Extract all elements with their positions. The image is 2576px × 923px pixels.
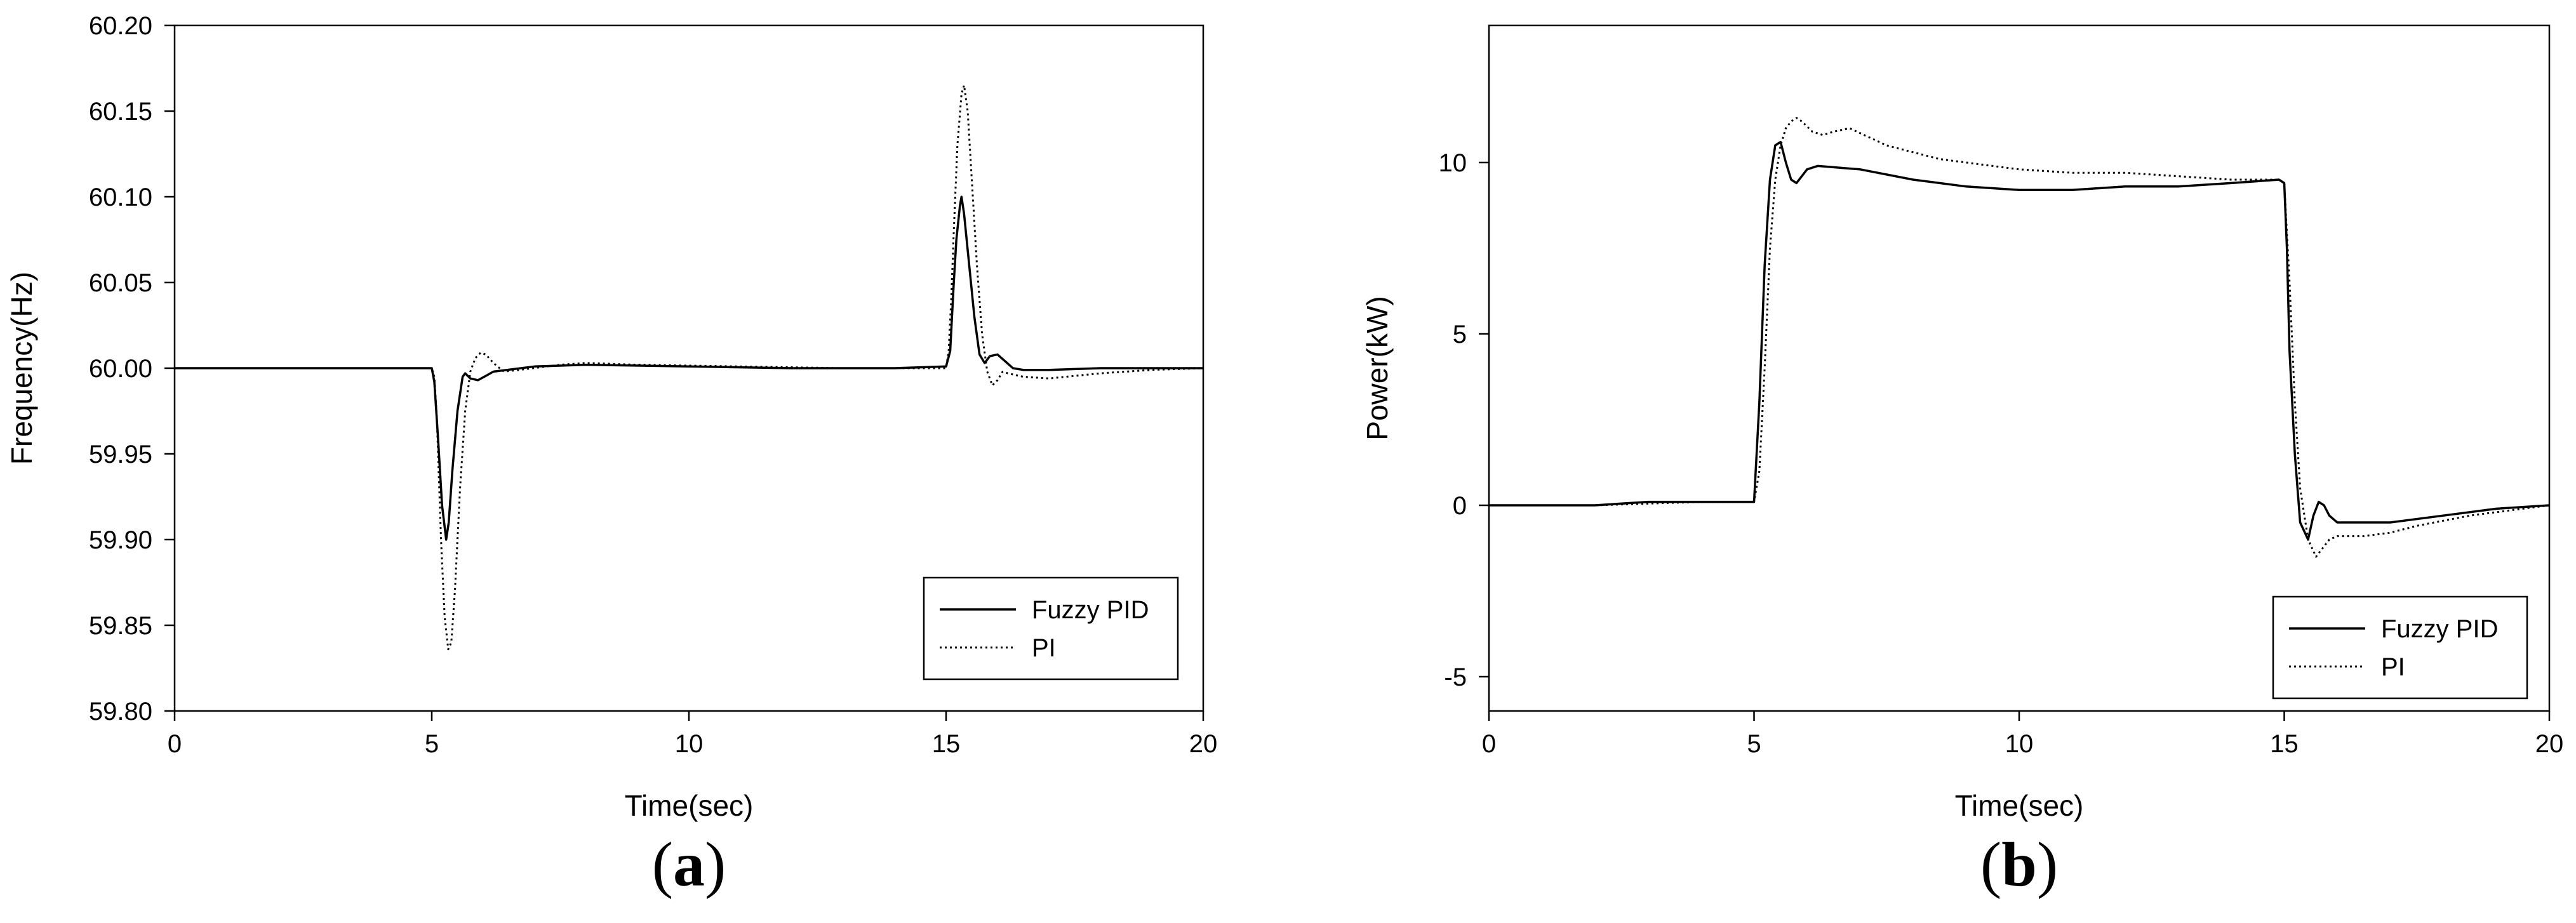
- series-line-fuzzy-pid: [1489, 140, 2549, 541]
- x-axis-title: Time(sec): [625, 789, 754, 822]
- x-tick-label: 10: [675, 730, 704, 758]
- panel-label-open-paren: (: [1980, 829, 2001, 900]
- legend-entry: PI: [1032, 634, 1056, 662]
- legend: Fuzzy PID PI: [2272, 595, 2528, 700]
- panel-label-letter: b: [2001, 829, 2037, 900]
- panel-label-letter: a: [673, 829, 705, 900]
- y-tick-label: -5: [1444, 663, 1467, 691]
- x-tick-label: 0: [168, 730, 182, 758]
- y-tick-label: 60.00: [89, 355, 152, 383]
- y-tick-label: 60.10: [89, 183, 152, 211]
- y-tick-label: 60.20: [89, 12, 152, 40]
- x-tick-label: 5: [1747, 730, 1761, 758]
- x-tick-label: 0: [1482, 730, 1496, 758]
- legend-entry: Fuzzy PID: [1032, 596, 1149, 624]
- legend: Fuzzy PID PI: [923, 576, 1179, 681]
- legend-entry: Fuzzy PID: [2381, 615, 2498, 643]
- y-tick-label: 10: [1439, 149, 1467, 177]
- x-tick-label: 15: [2270, 730, 2299, 758]
- y-tick-label: 60.15: [89, 98, 152, 126]
- legend-entry: PI: [2381, 653, 2405, 681]
- y-tick-label: 0: [1453, 492, 1467, 520]
- y-tick-label: 59.85: [89, 612, 152, 640]
- panel-label: (a): [652, 829, 726, 900]
- x-tick-label: 15: [932, 730, 961, 758]
- x-tick-label: 10: [2005, 730, 2034, 758]
- y-tick-label: 59.80: [89, 698, 152, 726]
- chart-panel-a: 0 5 10 15 20 59.80 59.85 59.90 59.95 60.00 60.05 60…: [5, 12, 1217, 900]
- panel-label: (b): [1980, 829, 2058, 900]
- y-axis-title: Power(kW): [1361, 296, 1394, 440]
- y-tick-label: 59.95: [89, 441, 152, 468]
- legend-box: [2272, 595, 2528, 700]
- y-tick-label: 5: [1453, 321, 1467, 349]
- x-tick-label: 20: [1189, 730, 1218, 758]
- x-tick-label: 20: [2535, 730, 2564, 758]
- panel-label-close-paren: ): [705, 829, 726, 900]
- y-tick-label: 59.90: [89, 526, 152, 554]
- legend-box: [923, 576, 1179, 681]
- y-axis-title: Frequency(Hz): [5, 272, 38, 465]
- x-axis-title: Time(sec): [1955, 789, 2084, 822]
- x-tick-label: 5: [425, 730, 439, 758]
- panel-label-close-paren: ): [2037, 829, 2058, 900]
- series-line-pi: [1489, 117, 2549, 558]
- chart-panel-b: 0 5 10 15 20 -5 0 5 10 Time(sec) Power(kW) (b) Fuzzy…: [1361, 24, 2564, 900]
- y-tick-label: 60.05: [89, 269, 152, 297]
- panel-label-open-paren: (: [652, 829, 673, 900]
